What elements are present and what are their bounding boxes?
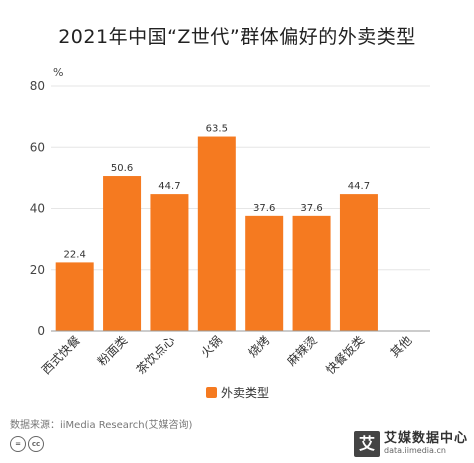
y-axis-unit-label: %	[53, 66, 63, 79]
data-label: 44.7	[348, 181, 370, 192]
bar	[103, 176, 142, 331]
bar	[292, 215, 331, 331]
y-tick-label: 60	[30, 140, 45, 154]
brand-logo: 艾 艾媒数据中心 data.iimedia.cn	[353, 431, 468, 457]
x-tick-label: 火锅	[197, 333, 225, 361]
brand-name: 艾媒数据中心	[383, 431, 468, 447]
y-tick-label: 0	[37, 324, 45, 338]
bar	[339, 194, 378, 331]
data-label: 37.6	[300, 203, 322, 214]
data-label: 37.6	[253, 203, 275, 214]
y-tick-label: 40	[30, 202, 45, 216]
data-label: 44.7	[158, 181, 180, 192]
x-tick-label: 烧烤	[245, 333, 273, 361]
y-tick-label: 20	[30, 263, 45, 277]
chart-title: 2021年中国“Z世代”群体偏好的外卖类型	[58, 26, 416, 48]
creative-commons-logo: = cc	[10, 436, 44, 452]
bar	[150, 194, 189, 331]
data-label: 22.4	[64, 249, 86, 260]
data-source-note: 数据来源：iiMedia Research(艾媒咨询)	[10, 420, 193, 431]
brand-mark-icon: 艾	[353, 431, 380, 457]
x-tick-label: 西式快餐	[38, 333, 83, 378]
bar	[245, 215, 284, 331]
brand-url: data.iimedia.cn	[383, 445, 446, 455]
legend-swatch	[206, 387, 217, 398]
x-tick-label: 其他	[388, 333, 415, 360]
x-tick-label: 粉面类	[95, 333, 130, 368]
legend: 外卖类型	[206, 386, 269, 400]
equals-icon: =	[10, 436, 26, 452]
x-tick-label: 快餐饭类	[323, 333, 368, 378]
cc-icon: cc	[28, 436, 44, 452]
x-tick-label: 茶饮点心	[133, 333, 178, 378]
y-tick-label: 80	[30, 79, 45, 93]
bar	[55, 262, 94, 331]
legend-label: 外卖类型	[221, 386, 269, 400]
data-label: 63.5	[206, 124, 228, 135]
x-tick-label: 麻辣烫	[284, 333, 320, 369]
data-label: 50.6	[111, 163, 133, 174]
bar	[197, 136, 236, 331]
